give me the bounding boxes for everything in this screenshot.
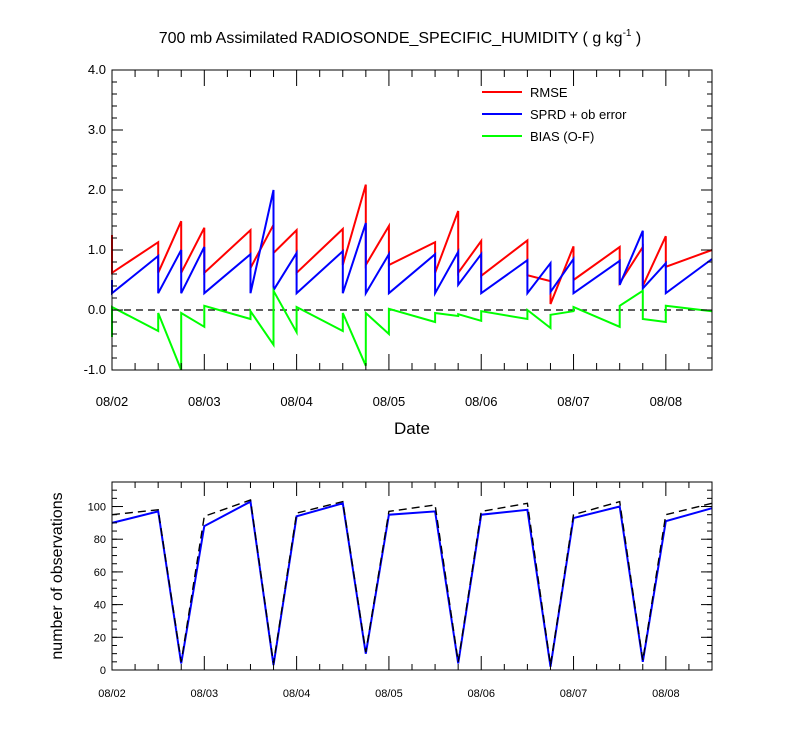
- series-line-bias-o-f: [111, 286, 713, 371]
- y-tick-label: 100: [88, 502, 106, 514]
- x-tick-label: 08/06: [467, 688, 495, 700]
- bottom-plot-ticks: 0 20 40 60 80 100 08/02 08/03 08/04 08/05 08/06 08/…: [88, 481, 713, 700]
- bottom-plot-lines: [111, 499, 713, 667]
- x-tick-label: 08/04: [280, 394, 313, 409]
- y-tick-label: 80: [94, 534, 106, 546]
- x-tick-label: 08/05: [375, 688, 403, 700]
- y-tick-label: 3.0: [88, 122, 106, 137]
- bottom-ylabel: number of observations: [49, 492, 66, 659]
- series-line-rmse: [111, 184, 713, 305]
- bottom-plot: 0 20 40 60 80 100 08/02 08/03 08/04 08/05 08/06 08/…: [88, 481, 713, 700]
- y-tick-label: 0: [100, 665, 106, 677]
- chart-title-end: ): [631, 30, 641, 47]
- y-tick-label: -1.0: [84, 362, 106, 377]
- y-tick-label: 40: [94, 600, 106, 612]
- y-tick-label: 2.0: [88, 182, 106, 197]
- y-tick-label: 4.0: [88, 62, 106, 77]
- x-tick-label: 08/08: [652, 688, 680, 700]
- y-tick-label: 1.0: [88, 242, 106, 257]
- y-tick-label: 0.0: [88, 302, 106, 317]
- x-tick-label: 08/07: [557, 394, 590, 409]
- y-tick-label: 20: [94, 632, 106, 644]
- x-tick-label: 08/02: [96, 394, 129, 409]
- legend-label: BIAS (O-F): [530, 129, 594, 144]
- chart-title-exponent: -1: [623, 28, 632, 39]
- x-tick-label: 08/07: [560, 688, 588, 700]
- top-plot-ticks: -1.0 0.0 1.0 2.0 3.0 4.0 08/02 08/03 08/04 08/05 0…: [84, 62, 713, 409]
- x-tick-label: 08/03: [188, 394, 221, 409]
- x-tick-label: 08/03: [191, 688, 219, 700]
- series-line-assimilated: [111, 500, 713, 667]
- x-tick-label: 08/08: [650, 394, 683, 409]
- legend: RMSE SPRD + ob error BIAS (O-F): [482, 85, 627, 144]
- legend-label: SPRD + ob error: [530, 107, 627, 122]
- chart-title-main: 700 mb Assimilated RADIOSONDE_SPECIFIC_H…: [159, 30, 623, 47]
- x-tick-label: 08/02: [98, 688, 126, 700]
- y-tick-label: 60: [94, 567, 106, 579]
- top-plot-lines: [111, 184, 713, 371]
- legend-label: RMSE: [530, 85, 568, 100]
- x-tick-label: 08/04: [283, 688, 311, 700]
- x-tick-label: 08/05: [373, 394, 406, 409]
- top-xlabel: Date: [394, 419, 430, 438]
- chart-title: 700 mb Assimilated RADIOSONDE_SPECIFIC_H…: [159, 28, 642, 47]
- series-line-sprd-ob-error: [111, 189, 713, 298]
- x-tick-label: 08/06: [465, 394, 498, 409]
- bottom-plot-frame: [111, 481, 713, 671]
- top-plot: -1.0 0.0 1.0 2.0 3.0 4.0 08/02 08/03 08/04 08/05 0…: [84, 62, 713, 409]
- series-line-total: [111, 499, 713, 666]
